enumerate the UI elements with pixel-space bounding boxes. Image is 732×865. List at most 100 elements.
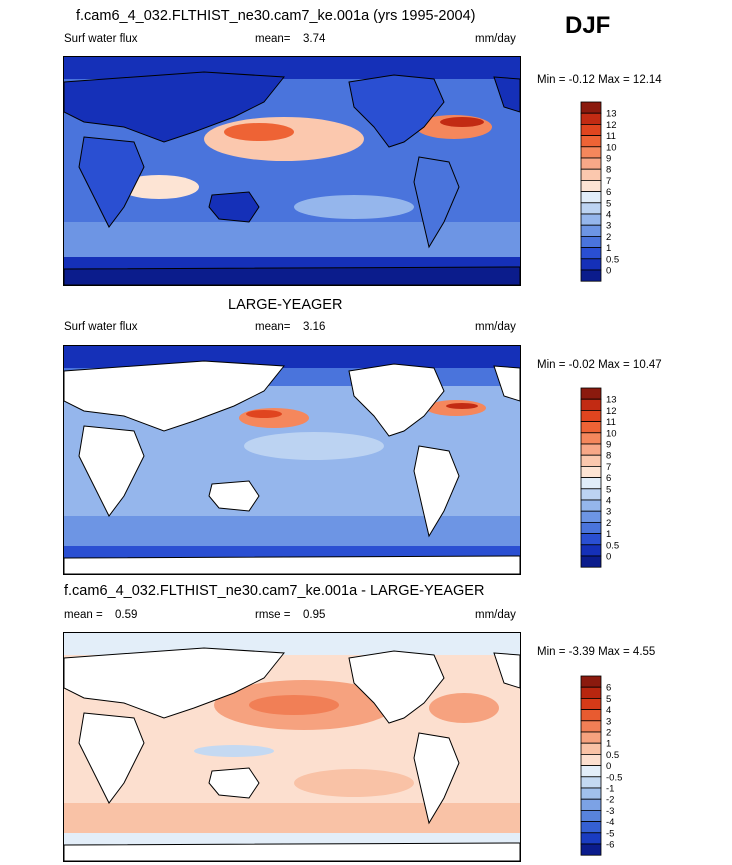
panel2-units: mm/day: [475, 321, 516, 333]
colorbar-tick-label: 4: [606, 496, 611, 507]
eurasia: [64, 647, 285, 719]
gulf-stream-core: [446, 403, 478, 409]
colorbar-tick-label: -6: [606, 840, 614, 851]
panel3-mean-label: mean =: [64, 609, 103, 621]
panel1-variable-label: Surf water flux: [64, 33, 138, 45]
colorbar-swatch: [580, 443, 602, 456]
panel3-map-svg: [64, 633, 520, 861]
panel3-title: f.cam6_4_032.FLTHIST_ne30.cam7_ke.001a -…: [64, 583, 485, 599]
gulf-stream-core: [440, 117, 484, 127]
colorbar-tick-label: 9: [606, 440, 611, 451]
colorbar-swatch: [580, 555, 602, 568]
eurasia-east: [493, 652, 520, 689]
colorbar-tick-label: -1: [606, 784, 614, 795]
colorbar-swatch: [580, 258, 602, 271]
panel1-min-value: -0.12: [568, 74, 595, 86]
panel2-mean-value: 3.16: [303, 321, 326, 333]
eurasia: [64, 360, 285, 432]
colorbar-swatch: [580, 387, 602, 400]
north-america: [348, 650, 445, 724]
panel1-map-svg: [64, 57, 520, 285]
panel3-colorbar: 6 5 4 3 2 1 0.5 0 -0.5 -1 -2 -3 -4 -5 -6: [580, 675, 640, 864]
panel3-max-value: 4.55: [632, 646, 656, 658]
colorbar-swatch: [580, 731, 602, 744]
eurasia: [64, 71, 285, 143]
colorbar-swatch: [580, 754, 602, 767]
colorbar-swatch: [580, 235, 602, 248]
panel1-max-label: Max =: [598, 74, 630, 86]
panel3-min-label: Min =: [537, 646, 566, 658]
colorbar-tick-label: -2: [606, 795, 614, 806]
colorbar-tick-label: 5: [606, 694, 611, 705]
panel3-max-label: Max =: [598, 646, 630, 658]
colorbar-tick-label: 2: [606, 728, 611, 739]
panel2-min-label: Min =: [537, 359, 566, 371]
colorbar-swatch: [580, 488, 602, 501]
eurasia-east: [493, 76, 520, 113]
kuroshio-maximum: [204, 117, 364, 161]
colorbar-swatch: [580, 432, 602, 445]
colorbar-swatch: [580, 101, 602, 114]
colorbar-tick-label: 8: [606, 165, 611, 176]
panel1-mean-value: 3.74: [303, 33, 326, 45]
panel3-units: mm/day: [475, 609, 516, 621]
panel2-max-value: 10.47: [632, 359, 662, 371]
panel3-min-value: -3.39: [568, 646, 595, 658]
colorbar-swatch: [580, 787, 602, 800]
panel2-min-value: -0.02: [568, 359, 595, 371]
colorbar-swatch: [580, 168, 602, 181]
colorbar-tick-label: 3: [606, 507, 611, 518]
africa: [78, 425, 145, 517]
colorbar-tick-label: 5: [606, 198, 611, 209]
colorbar-tick-label: 11: [606, 417, 616, 428]
australia: [208, 767, 260, 799]
colorbar-tick-label: 1: [606, 529, 611, 540]
colorbar-swatch: [580, 146, 602, 159]
colorbar-tick-label: 6: [606, 187, 611, 198]
north-atlantic-positive: [429, 693, 499, 723]
colorbar-swatch: [580, 454, 602, 467]
colorbar-swatch: [580, 112, 602, 125]
colorbar-swatch: [580, 224, 602, 237]
polar-north: [64, 57, 520, 79]
colorbar-tick-label: 6: [606, 683, 611, 694]
colorbar-tick-label: 9: [606, 154, 611, 165]
north-america: [348, 363, 445, 437]
south-america: [413, 156, 460, 249]
colorbar-swatch: [580, 157, 602, 170]
colorbar-tick-label: 5: [606, 484, 611, 495]
panel1-title: f.cam6_4_032.FLTHIST_ne30.cam7_ke.001a (…: [76, 8, 476, 24]
south-america: [413, 445, 460, 538]
panel3-rmse-label: rmse =: [255, 609, 291, 621]
panel2-map: [63, 345, 521, 575]
panel2-variable-label: Surf water flux: [64, 321, 138, 333]
panel2-stats: Min = -0.02 Max = 10.47: [537, 359, 662, 371]
southern-ocean-band: [64, 222, 520, 257]
colorbar-tick-label: 13: [606, 395, 617, 406]
antarctica: [64, 555, 520, 574]
season-label: DJF: [565, 12, 611, 39]
colorbar-tick-label: 3: [606, 716, 611, 727]
panel3-map: [63, 632, 521, 862]
colorbar-swatch: [580, 765, 602, 778]
north-america: [348, 74, 445, 148]
colorbar-swatch: [580, 798, 602, 811]
colorbar-tick-label: 7: [606, 462, 611, 473]
colorbar-tick-label: 4: [606, 210, 611, 221]
colorbar-tick-label: 12: [606, 120, 617, 131]
colorbar-swatch: [580, 709, 602, 722]
colorbar-tick-label: 2: [606, 518, 611, 529]
polar-north: [64, 633, 520, 655]
colorbar-swatch: [580, 135, 602, 148]
colorbar-swatch: [580, 247, 602, 260]
colorbar-swatch: [580, 466, 602, 479]
colorbar-swatch: [580, 832, 602, 845]
panel2-colorbar: 13 12 11 10 9 8 7 6 5 4 3 2 1 0.5 0: [580, 387, 640, 576]
southern-ocean-band: [64, 803, 520, 833]
subtropical-indian: [119, 175, 199, 199]
eurasia-east: [493, 365, 520, 402]
colorbar-swatch: [580, 742, 602, 755]
